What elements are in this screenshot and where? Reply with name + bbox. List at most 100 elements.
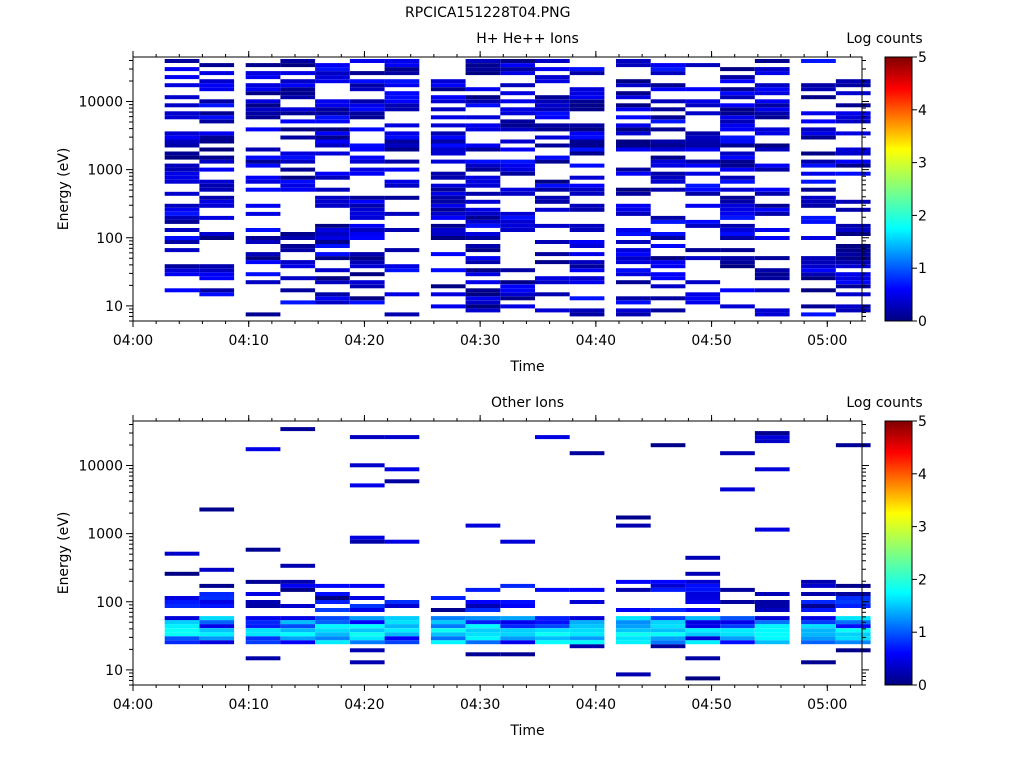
heatmap-cell bbox=[535, 624, 570, 629]
y-tick-label: 10 bbox=[105, 663, 123, 679]
heatmap-cell bbox=[685, 135, 721, 140]
heatmap-cell bbox=[349, 155, 385, 160]
heatmap-cell bbox=[465, 616, 501, 621]
heatmap-cell bbox=[245, 579, 281, 584]
heatmap-cell bbox=[349, 284, 385, 289]
heatmap-cell bbox=[720, 211, 755, 216]
heatmap-cell bbox=[569, 163, 605, 168]
heatmap-cell bbox=[430, 187, 466, 192]
heatmap-cell bbox=[500, 636, 535, 641]
heatmap-cell bbox=[465, 292, 501, 297]
heatmap-cell bbox=[199, 292, 235, 297]
heatmap-cell bbox=[835, 260, 871, 265]
heatmap-cell bbox=[465, 191, 501, 196]
heatmap-cell bbox=[500, 652, 535, 657]
heatmap-cell bbox=[315, 620, 350, 625]
heatmap-cell bbox=[616, 280, 651, 285]
heatmap-cell bbox=[685, 163, 721, 168]
heatmap-cell bbox=[685, 640, 721, 645]
heatmap-cell bbox=[650, 163, 686, 168]
heatmap-cell bbox=[500, 171, 535, 176]
heatmap-cell bbox=[535, 195, 570, 200]
heatmap-cell bbox=[349, 620, 385, 625]
heatmap-cell bbox=[720, 163, 755, 168]
heatmap-cell bbox=[315, 135, 350, 140]
heatmap-cell bbox=[616, 620, 651, 625]
heatmap-cell bbox=[720, 79, 755, 84]
heatmap-cell bbox=[801, 268, 836, 273]
heatmap-cell bbox=[465, 600, 501, 604]
heatmap-cells bbox=[164, 427, 871, 681]
heatmap-cell bbox=[465, 288, 501, 293]
heatmap-cell bbox=[569, 260, 605, 265]
heatmap-cell bbox=[685, 676, 721, 681]
heatmap-cell bbox=[465, 127, 501, 132]
heatmap-cell bbox=[801, 187, 836, 192]
heatmap-cell bbox=[801, 127, 836, 132]
heatmap-cell bbox=[616, 523, 651, 528]
heatmap-cell bbox=[245, 240, 281, 244]
heatmap-cell bbox=[685, 103, 721, 108]
heatmap-cell bbox=[685, 143, 721, 148]
heatmap-cell bbox=[349, 596, 385, 600]
heatmap-cell bbox=[164, 115, 200, 120]
heatmap-cell bbox=[754, 272, 790, 277]
heatmap-cell bbox=[199, 616, 235, 621]
heatmap-cell bbox=[280, 71, 316, 76]
heatmap-cell bbox=[720, 620, 755, 625]
heatmap-cell bbox=[164, 95, 200, 100]
heatmap-cell bbox=[616, 203, 651, 208]
heatmap-cell bbox=[650, 628, 686, 633]
heatmap-cell bbox=[569, 175, 605, 180]
heatmap-cell bbox=[384, 99, 420, 104]
heatmap-cell bbox=[164, 191, 200, 196]
heatmap-cell bbox=[164, 203, 200, 208]
heatmap-cell bbox=[500, 620, 535, 625]
heatmap-cell bbox=[164, 636, 200, 641]
heatmap-cell bbox=[384, 624, 420, 629]
heatmap-cell bbox=[465, 523, 501, 528]
heatmap-cell bbox=[650, 139, 686, 144]
heatmap-cell bbox=[164, 620, 200, 625]
heatmap-cell bbox=[245, 600, 281, 604]
heatmap-cell bbox=[465, 123, 501, 128]
heatmap-cell bbox=[569, 95, 605, 100]
x-tick-label: 05:00 bbox=[807, 697, 847, 713]
heatmap-cell bbox=[465, 296, 501, 301]
heatmap-cell bbox=[199, 139, 235, 144]
heatmap-cell bbox=[754, 67, 790, 72]
heatmap-cell bbox=[754, 527, 790, 532]
heatmap-cell bbox=[164, 151, 200, 156]
heatmap-cell bbox=[199, 203, 235, 208]
heatmap-cell bbox=[199, 272, 235, 277]
heatmap-cell bbox=[245, 175, 281, 180]
heatmap-cell bbox=[616, 232, 651, 236]
heatmap-cell bbox=[720, 175, 755, 180]
heatmap-cell bbox=[465, 175, 501, 180]
heatmap-cell bbox=[349, 435, 385, 440]
heatmap-cell bbox=[754, 115, 790, 120]
heatmap-cell bbox=[199, 179, 235, 184]
heatmap-cell bbox=[164, 111, 200, 116]
heatmap-cell bbox=[720, 587, 755, 592]
heatmap-cell bbox=[500, 167, 535, 172]
heatmap-cell bbox=[801, 628, 836, 633]
heatmap-cell bbox=[315, 240, 350, 244]
heatmap-cell bbox=[199, 71, 235, 76]
heatmap-cell bbox=[280, 183, 316, 188]
heatmap-cell bbox=[280, 59, 316, 63]
heatmap-cell bbox=[535, 280, 570, 285]
heatmap-cell bbox=[754, 191, 790, 196]
heatmap-cell bbox=[801, 288, 836, 293]
heatmap-cell bbox=[199, 195, 235, 200]
heatmap-cell bbox=[315, 583, 350, 588]
heatmap-cell bbox=[616, 171, 651, 176]
heatmap-cell bbox=[465, 640, 501, 645]
heatmap-cell bbox=[349, 535, 385, 540]
x-tick-label: 04:20 bbox=[344, 333, 384, 349]
heatmap-cell bbox=[500, 288, 535, 293]
heatmap-cell bbox=[384, 479, 420, 484]
heatmap-cell bbox=[164, 75, 200, 80]
heatmap-cell bbox=[465, 67, 501, 72]
heatmap-cell bbox=[500, 616, 535, 621]
